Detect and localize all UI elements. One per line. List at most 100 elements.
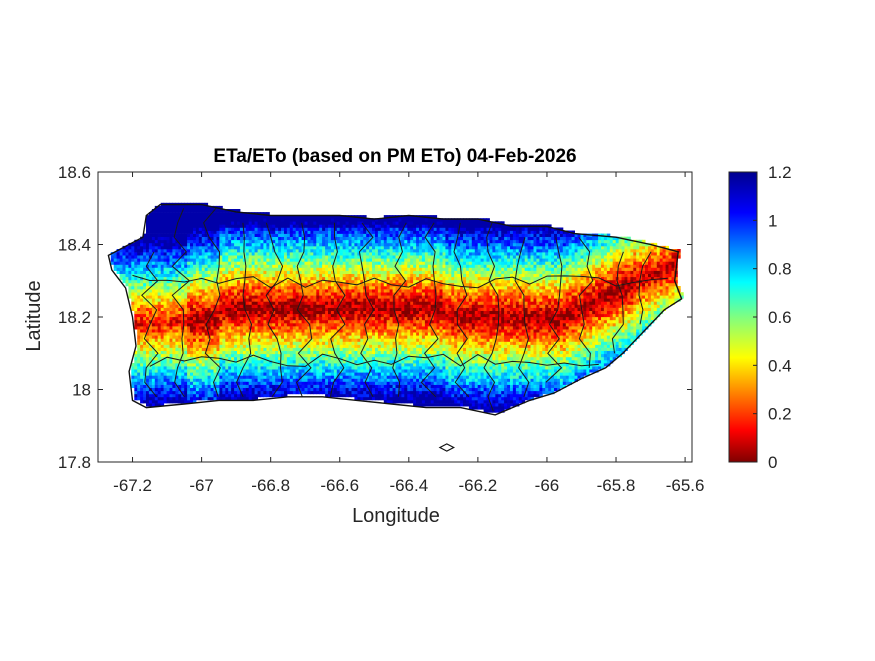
heatmap-cell: [202, 382, 205, 385]
heatmap-cell: [284, 329, 287, 332]
heatmap-cell: [352, 311, 355, 314]
heatmap-cell: [202, 243, 205, 246]
heatmap-cell: [319, 338, 322, 341]
heatmap-cell: [170, 311, 173, 314]
heatmap-cell: [343, 338, 346, 341]
heatmap-cell: [293, 264, 296, 267]
heatmap-cell: [202, 264, 205, 267]
heatmap-cell: [164, 335, 167, 338]
heatmap-cell: [334, 301, 337, 304]
heatmap-cell: [316, 237, 319, 240]
heatmap-cell: [152, 212, 155, 215]
heatmap-cell: [205, 378, 208, 381]
heatmap-cell: [228, 335, 231, 338]
heatmap-cell: [164, 218, 167, 221]
heatmap-cell: [202, 289, 205, 292]
heatmap-cell: [193, 289, 196, 292]
heatmap-cell: [352, 274, 355, 277]
heatmap-cell: [146, 335, 149, 338]
heatmap-cell: [149, 382, 152, 385]
heatmap-cell: [281, 228, 284, 231]
heatmap-cell: [352, 295, 355, 298]
heatmap-cell: [225, 351, 228, 354]
heatmap-cell: [184, 206, 187, 209]
heatmap-cell: [352, 391, 355, 394]
heatmap-cell: [140, 314, 143, 317]
heatmap-cell: [175, 314, 178, 317]
heatmap-cell: [202, 280, 205, 283]
heatmap-cell: [237, 394, 240, 397]
heatmap-cell: [240, 280, 243, 283]
heatmap-cell: [231, 308, 234, 311]
heatmap-cell: [275, 249, 278, 252]
heatmap-cell: [211, 305, 214, 308]
heatmap-cell: [275, 298, 278, 301]
heatmap-cell: [255, 301, 258, 304]
heatmap-cell: [325, 314, 328, 317]
heatmap-cell: [255, 295, 258, 298]
heatmap-cell: [237, 366, 240, 369]
heatmap-cell: [334, 314, 337, 317]
heatmap-cell: [167, 234, 170, 237]
heatmap-cell: [319, 357, 322, 360]
heatmap-cell: [170, 228, 173, 231]
heatmap-cell: [246, 375, 249, 378]
heatmap-cell: [337, 345, 340, 348]
heatmap-cell: [140, 332, 143, 335]
heatmap-cell: [299, 231, 302, 234]
heatmap-cell: [131, 277, 134, 280]
heatmap-cell: [302, 277, 305, 280]
heatmap-cell: [316, 234, 319, 237]
heatmap-cell: [369, 295, 372, 298]
heatmap-cell: [313, 261, 316, 264]
heatmap-cell: [161, 338, 164, 341]
heatmap-cell: [322, 348, 325, 351]
heatmap-cell: [193, 375, 196, 378]
heatmap-cell: [149, 218, 152, 221]
heatmap-cell: [261, 360, 264, 363]
heatmap-cell: [161, 369, 164, 372]
heatmap-cell: [228, 351, 231, 354]
heatmap-cell: [199, 320, 202, 323]
heatmap-cell: [205, 308, 208, 311]
heatmap-cell: [331, 218, 334, 221]
heatmap-cell: [255, 342, 258, 345]
heatmap-cell: [123, 252, 126, 255]
heatmap-cell: [164, 224, 167, 227]
heatmap-cell: [158, 209, 161, 212]
heatmap-cell: [228, 274, 231, 277]
heatmap-cell: [290, 243, 293, 246]
heatmap-cell: [231, 357, 234, 360]
heatmap-cell: [161, 317, 164, 320]
heatmap-cell: [175, 332, 178, 335]
heatmap-cell: [354, 243, 357, 246]
heatmap-cell: [205, 268, 208, 271]
heatmap-cell: [211, 351, 214, 354]
heatmap-cell: [284, 286, 287, 289]
heatmap-cell: [219, 243, 222, 246]
heatmap-cell: [240, 323, 243, 326]
heatmap-cell: [328, 382, 331, 385]
heatmap-cell: [234, 354, 237, 357]
heatmap-cell: [366, 271, 369, 274]
heatmap-cell: [167, 391, 170, 394]
heatmap-cell: [240, 283, 243, 286]
heatmap-cell: [172, 385, 175, 388]
heatmap-cell: [302, 354, 305, 357]
heatmap-cell: [158, 391, 161, 394]
heatmap-cell: [246, 215, 249, 218]
heatmap-cell: [263, 234, 266, 237]
heatmap-cell: [184, 342, 187, 345]
heatmap-cell: [293, 295, 296, 298]
heatmap-cell: [255, 357, 258, 360]
heatmap-cell: [170, 277, 173, 280]
heatmap-cell: [346, 382, 349, 385]
heatmap-cell: [152, 221, 155, 224]
heatmap-cell: [308, 335, 311, 338]
heatmap-cell: [246, 258, 249, 261]
heatmap-cell: [272, 382, 275, 385]
heatmap-cell: [290, 354, 293, 357]
heatmap-cell: [222, 249, 225, 252]
heatmap-cell: [287, 372, 290, 375]
heatmap-cell: [308, 348, 311, 351]
